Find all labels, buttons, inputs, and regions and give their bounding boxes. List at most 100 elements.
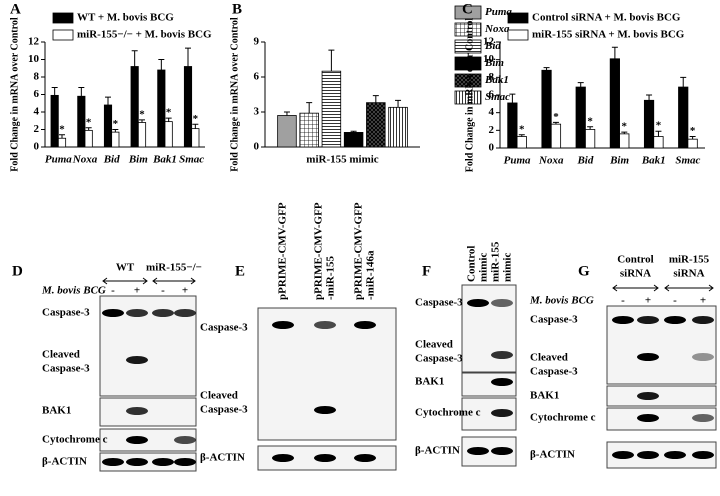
significance: * bbox=[587, 115, 593, 127]
treatment-label: M. bovis BCG bbox=[41, 285, 106, 297]
bar bbox=[50, 94, 59, 148]
x-tick-label: Smac bbox=[179, 154, 204, 166]
legend-swatch bbox=[52, 29, 74, 41]
y-tick-label: 4 bbox=[34, 106, 40, 118]
panel-label: G bbox=[578, 263, 590, 279]
significance: * bbox=[553, 111, 559, 123]
blot-band bbox=[174, 309, 196, 317]
group-arrow bbox=[612, 284, 659, 292]
blot-band bbox=[126, 407, 148, 415]
bar bbox=[57, 137, 67, 148]
panel-label: F bbox=[422, 263, 431, 279]
bar bbox=[321, 70, 342, 148]
x-tick-label: Bim bbox=[128, 154, 148, 166]
error-bar bbox=[552, 121, 559, 125]
blot-frame bbox=[257, 307, 397, 441]
error-bar bbox=[509, 93, 516, 103]
y-tick-label: 8 bbox=[34, 71, 40, 83]
x-tick-label: Bak1 bbox=[641, 155, 666, 167]
row-label: Caspase-3 bbox=[42, 363, 90, 375]
legend-swatch bbox=[454, 56, 482, 71]
error-bar bbox=[611, 46, 618, 59]
blot-band bbox=[272, 454, 294, 462]
lane-sign: + bbox=[182, 285, 188, 297]
blot-band bbox=[491, 447, 513, 455]
error-bar bbox=[85, 127, 92, 131]
blot-band bbox=[664, 451, 686, 459]
y-tick-label: 6 bbox=[34, 88, 40, 100]
legend-swatch bbox=[454, 22, 482, 37]
blot-band bbox=[152, 458, 174, 466]
error-bar bbox=[139, 119, 145, 123]
column-header: Control bbox=[617, 254, 653, 266]
blot-band bbox=[126, 458, 148, 466]
group-arrow bbox=[664, 284, 714, 292]
blot-band bbox=[612, 451, 634, 459]
legend-swatch bbox=[454, 73, 482, 88]
blot-frame bbox=[606, 385, 717, 407]
blot-band bbox=[491, 378, 513, 386]
bar bbox=[609, 58, 620, 149]
blot-band bbox=[692, 316, 714, 324]
blot-frame bbox=[461, 284, 517, 373]
row-label: Cytochrome c bbox=[42, 434, 108, 446]
blot-band bbox=[491, 351, 513, 359]
row-label: BAK1 bbox=[530, 390, 559, 402]
row-label: Cleaved bbox=[415, 339, 453, 351]
legend-label: Smac bbox=[485, 91, 510, 103]
error-bar bbox=[185, 47, 191, 67]
error-bar bbox=[395, 99, 402, 108]
bar bbox=[541, 69, 552, 149]
column-header: miR-155 bbox=[490, 241, 502, 282]
bar bbox=[388, 106, 408, 148]
column-header: pPRIME-CMV-GFP bbox=[313, 202, 325, 300]
x-tick-label: Noxa bbox=[538, 155, 564, 167]
column-header: WT bbox=[116, 262, 135, 274]
blot-band bbox=[692, 414, 714, 422]
significance: * bbox=[113, 118, 119, 130]
blot-band bbox=[637, 316, 659, 324]
blot-frame bbox=[606, 407, 717, 431]
y-tick-label: 10 bbox=[28, 53, 40, 65]
row-label: Caspase-3 bbox=[200, 404, 248, 416]
x-tick-label: Bim bbox=[609, 155, 629, 167]
bar bbox=[111, 131, 120, 148]
y-tick-label: 9 bbox=[254, 36, 260, 48]
row-label: Cleaved bbox=[200, 390, 238, 402]
legend-swatch bbox=[507, 29, 529, 41]
bar bbox=[643, 99, 655, 149]
group-arrow bbox=[102, 277, 148, 285]
error-bar bbox=[689, 136, 696, 140]
bar bbox=[516, 136, 527, 149]
y-tick-label: 2 bbox=[489, 124, 495, 136]
column-header: siRNA bbox=[620, 268, 651, 280]
y-tick-label: 4 bbox=[489, 106, 495, 118]
legend-label: miR-155 siRNA + M. bovis BCG bbox=[532, 29, 685, 41]
column-header: siRNA bbox=[673, 268, 704, 280]
error-bar bbox=[112, 129, 119, 133]
blot-band bbox=[354, 454, 376, 462]
significance: * bbox=[519, 123, 525, 135]
legend-swatch bbox=[454, 90, 482, 105]
x-tick-label: Bid bbox=[103, 154, 120, 166]
blot-band bbox=[126, 309, 148, 317]
x-tick-label: Noxa bbox=[72, 154, 98, 166]
column-header: pPRIME-CMV-GFP bbox=[353, 202, 365, 300]
blot-band bbox=[664, 316, 686, 324]
legend-label: Noxa bbox=[484, 23, 510, 35]
legend-label: Bak1 bbox=[484, 74, 509, 86]
bar bbox=[183, 66, 193, 148]
legend-label: Bid bbox=[484, 40, 501, 52]
error-bar bbox=[283, 111, 290, 116]
legend-swatch bbox=[507, 12, 529, 24]
blot-band bbox=[467, 299, 489, 307]
bar bbox=[619, 133, 630, 149]
lane-sign: - bbox=[621, 295, 625, 307]
row-label: Caspase-3 bbox=[415, 353, 463, 365]
bar bbox=[130, 66, 139, 148]
column-header: mimic bbox=[478, 253, 490, 282]
y-tick-label: 2 bbox=[34, 123, 40, 135]
panel-label: D bbox=[12, 263, 23, 279]
panel-label: C bbox=[462, 1, 473, 17]
error-bar bbox=[328, 49, 335, 72]
